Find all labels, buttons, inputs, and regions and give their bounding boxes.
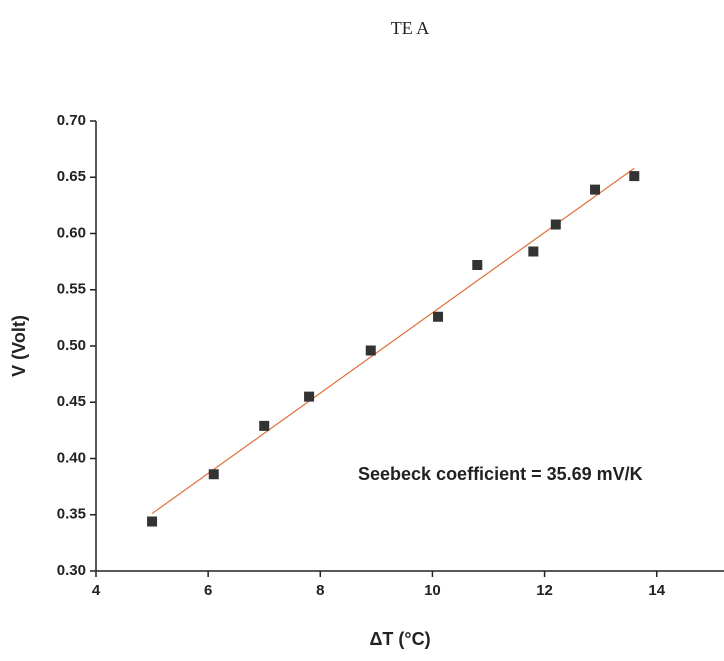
x-tick-label: 12 <box>536 582 553 599</box>
data-point <box>304 392 314 402</box>
x-axis-label: ΔT (°C) <box>369 629 430 649</box>
data-point <box>528 247 538 257</box>
annotation: Seebeck coefficient = 35.69 mV/K <box>358 464 643 484</box>
x-tick-label: 6 <box>204 582 212 599</box>
data-point <box>209 469 219 479</box>
data-point <box>551 220 561 230</box>
y-tick-label: 0.55 <box>57 281 86 298</box>
data-point <box>472 260 482 270</box>
data-point <box>590 185 600 195</box>
data-point <box>629 171 639 181</box>
x-tick-label: 10 <box>424 582 441 599</box>
chart-title: TE A <box>391 18 430 38</box>
y-tick-label: 0.70 <box>57 112 86 129</box>
x-tick-label: 14 <box>648 582 665 599</box>
data-point <box>433 312 443 322</box>
y-axis-label: V (Volt) <box>9 315 29 377</box>
data-point <box>147 517 157 527</box>
y-tick-label: 0.50 <box>57 337 86 354</box>
data-point <box>259 421 269 431</box>
y-tick-label: 0.40 <box>57 449 86 466</box>
chart: TE A ΔT (°C) V (Volt) Seebeck coefficien… <box>0 0 724 656</box>
data-point <box>366 346 376 356</box>
y-tick-label: 0.30 <box>57 562 86 579</box>
y-tick-label: 0.60 <box>57 224 86 241</box>
y-tick-label: 0.35 <box>57 506 86 523</box>
fit-line <box>152 168 634 513</box>
y-tick-label: 0.65 <box>57 168 86 185</box>
x-tick-label: 8 <box>316 582 324 599</box>
y-tick-label: 0.45 <box>57 393 86 410</box>
x-tick-label: 4 <box>92 582 101 599</box>
